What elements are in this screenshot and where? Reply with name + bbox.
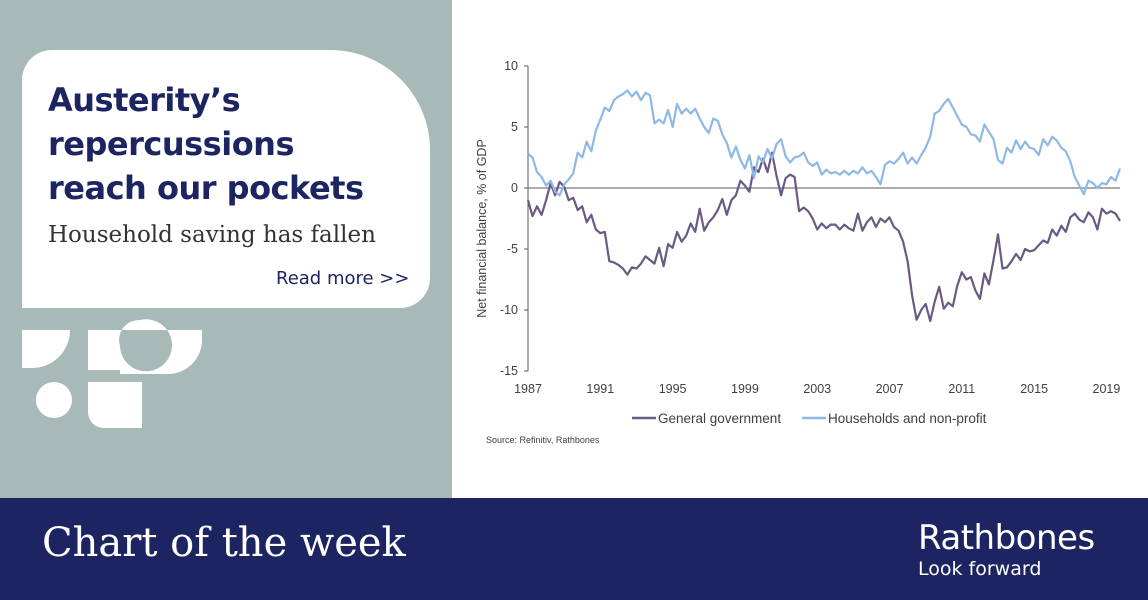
x-tick-label: 2011 [948,382,975,396]
y-tick-label: 10 [504,59,518,73]
brand-tagline: Look forward [918,558,1042,580]
x-tick-label: 1987 [514,382,542,396]
chart-container: 10 5 0 -5 -10 -15 1987 1991 1995 1999 2003 2007 2011… [452,0,1148,498]
y-tick-label: 5 [511,120,518,134]
footer-bar: Chart of the week Rathbones Look forward [0,498,1148,600]
headline-line-1: Austerity’s [48,81,241,119]
chart-area: 10 5 0 -5 -10 -15 1987 1991 1995 1999 2003 2007 2011… [452,0,1148,498]
read-more-link[interactable]: Read more >> [276,268,410,289]
legend-label-households: Households and non-profit [828,411,987,426]
x-tick-label: 1999 [731,382,759,396]
x-tick-label: 1991 [586,382,614,396]
x-tick-label: 2015 [1020,382,1048,396]
speech-bubble [22,50,430,308]
decorative-shapes [22,319,202,428]
deco-ring-shape [88,319,202,374]
source-note: Source: Refinitiv, Rathbones [486,435,600,445]
deco-leaf-shape [88,382,142,428]
x-tick-label: 2007 [876,382,904,396]
x-tick-label: 2019 [1093,382,1121,396]
y-tick-label: -15 [500,364,518,378]
y-tick-label: 0 [511,181,518,195]
headline-line-3: reach our pockets [48,169,364,207]
footer-title: Chart of the week [42,520,406,566]
x-tick-label: 1995 [659,382,687,396]
legend-label-government: General government [658,411,781,426]
deco-quarter-shape [22,330,70,368]
deco-circle-shape [36,382,72,418]
line-chart: 10 5 0 -5 -10 -15 1987 1991 1995 1999 2003 2007 2011… [475,59,1122,445]
y-axis-label: Net financial balance, % of GDP [475,139,489,318]
x-tick-label: 2003 [803,382,831,396]
subtitle: Household saving has fallen [48,222,376,248]
series-line-households [527,89,1122,197]
brand-logo-text: Rathbones [918,518,1095,558]
y-tick-label: -5 [507,242,518,256]
series-line-government [526,151,1121,323]
y-tick-label: -10 [500,303,518,317]
headline-line-2: repercussions [48,125,295,163]
headline: Austerity’s repercussions reach our pock… [48,78,428,210]
